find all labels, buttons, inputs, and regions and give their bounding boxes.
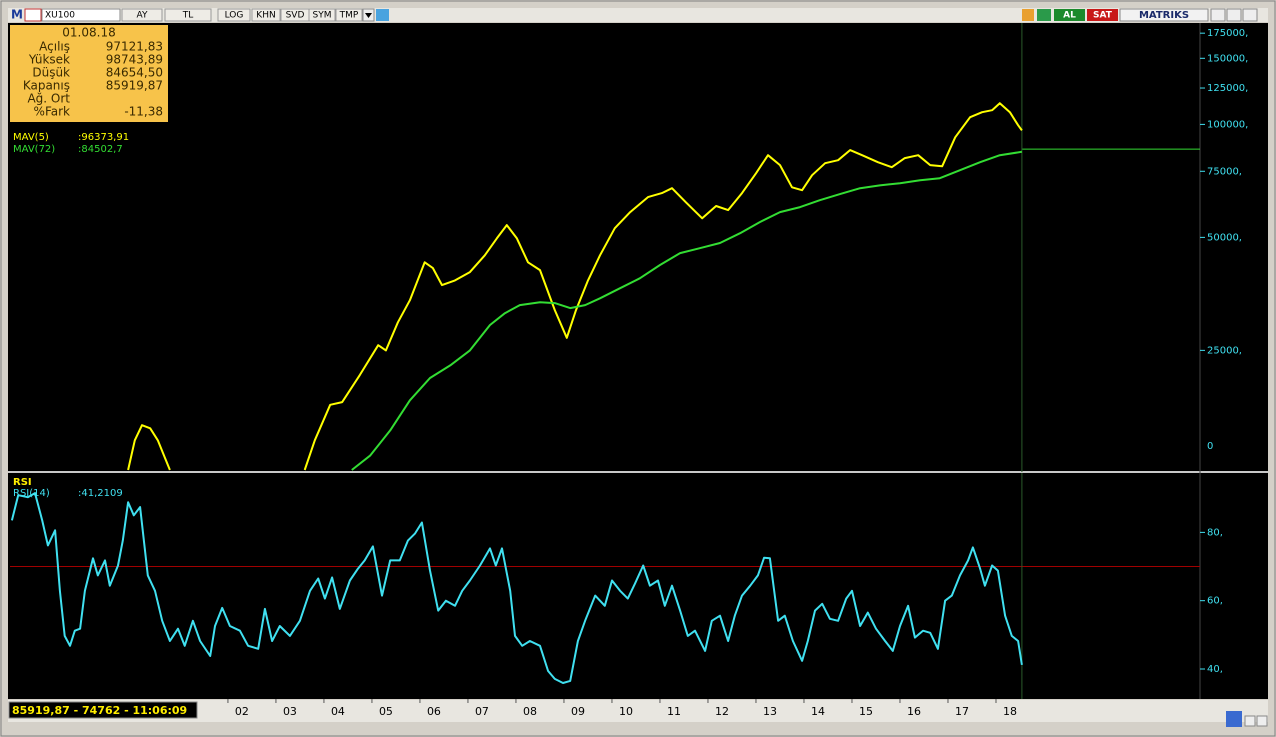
y-tick-label: 25000,	[1207, 345, 1242, 356]
toolbar-button-label: LOG	[225, 11, 244, 21]
x-tick-label: 05	[379, 705, 393, 718]
y-tick-label: 100000,	[1207, 119, 1248, 130]
x-tick-label: 04	[331, 705, 345, 718]
brand: MATRIKS	[1139, 10, 1189, 21]
legend-value: :84502,7	[78, 144, 123, 155]
x-tick-label: 09	[571, 705, 585, 718]
toolbar-button[interactable]	[217, 8, 251, 22]
x-tick-label: 15	[859, 705, 873, 718]
x-tick-label: 10	[619, 705, 633, 718]
x-tick-label: 14	[811, 705, 825, 718]
info-label: Kapanış	[23, 79, 70, 93]
y-tick-label: 125000,	[1207, 83, 1248, 94]
info-value: 98743,89	[106, 53, 163, 67]
x-tick-label: 11	[667, 705, 681, 718]
legend-name: MAV(72)	[13, 144, 55, 155]
scroll-right[interactable]	[1256, 715, 1268, 727]
chart-area	[8, 23, 1268, 699]
scroll-left[interactable]	[1244, 715, 1256, 727]
x-tick-label: 08	[523, 705, 537, 718]
trade-button[interactable]	[1087, 9, 1118, 21]
y-tick-label: 75000,	[1207, 166, 1242, 177]
legend-value: :41,2109	[78, 488, 123, 499]
flash-icon[interactable]	[1022, 9, 1034, 21]
close-button[interactable]	[1242, 8, 1258, 22]
x-tick-label: 18	[1003, 705, 1017, 718]
x-tick-label: 06	[427, 705, 441, 718]
legend-value: :96373,91	[78, 132, 129, 143]
refresh-icon[interactable]	[1037, 9, 1051, 21]
logo: M	[11, 8, 23, 22]
maximize-button[interactable]	[1226, 8, 1242, 22]
brand-box	[1119, 8, 1209, 22]
toolbar-button-label: KHN	[256, 11, 275, 21]
y-tick-label: 80,	[1207, 527, 1223, 538]
info-label: Düşük	[32, 66, 70, 80]
symbol-box[interactable]	[41, 8, 121, 22]
y-tick-label: 150000,	[1207, 53, 1248, 64]
y-tick-label: 50000,	[1207, 232, 1242, 243]
toolbar-button[interactable]	[308, 8, 336, 22]
y-tick-label: 175000,	[1207, 28, 1248, 39]
time-axis-bar	[8, 700, 1268, 722]
info-label: Açılış	[39, 40, 70, 54]
y-tick-label: 60,	[1207, 596, 1223, 607]
info-value: 84654,50	[106, 66, 163, 80]
legend-name: RSI(14)	[13, 488, 50, 499]
twitter-icon[interactable]	[376, 9, 389, 21]
series-line	[10, 492, 1023, 684]
trade-button-label: SAT	[1093, 11, 1113, 21]
toolbar-button-label: AY	[137, 11, 148, 21]
info-box	[10, 25, 168, 122]
minimize-button[interactable]	[1210, 8, 1226, 22]
toolbar-button[interactable]	[335, 8, 363, 22]
x-tick-label: 13	[763, 705, 777, 718]
toolbar-button-label: TL	[182, 11, 194, 21]
toolbar-button[interactable]	[121, 8, 163, 22]
toolbar-button-label: TMP	[339, 11, 359, 21]
x-tick-label: 16	[907, 705, 921, 718]
x-tick-label: 03	[283, 705, 297, 718]
trade-button[interactable]	[1054, 9, 1085, 21]
x-tick-label: 02	[235, 705, 249, 718]
symbol: XU100	[45, 11, 75, 21]
symbol-icon[interactable]	[24, 8, 42, 22]
info-label: Ağ. Ort	[27, 92, 70, 106]
series-line	[351, 150, 1023, 471]
toolbar-button[interactable]	[164, 8, 212, 22]
info-value: 85919,87	[106, 79, 163, 93]
trade-button-label: AL	[1063, 11, 1076, 21]
toolbar-button-label: SYM	[313, 11, 332, 21]
x-tick-label: 07	[475, 705, 489, 718]
dropdown-arrow	[365, 13, 372, 18]
x-tick-label: 12	[715, 705, 729, 718]
x-tick-label: 17	[955, 705, 969, 718]
sync-icon[interactable]	[1226, 711, 1242, 727]
toolbar-button-label: SVD	[286, 11, 305, 21]
toolbar-button[interactable]	[251, 8, 281, 22]
info-value: -11,38	[124, 105, 163, 119]
y-tick-label: 40,	[1207, 664, 1223, 675]
info-label: Yüksek	[28, 53, 70, 67]
info-value: 97121,83	[106, 40, 163, 54]
status-box	[8, 701, 198, 719]
series-line	[127, 102, 1023, 471]
panel-title: RSI	[13, 477, 32, 488]
status: 85919,87 - 74762 - 11:06:09	[12, 704, 187, 717]
info-label: %Fark	[34, 105, 70, 119]
legend-name: MAV(5)	[13, 132, 49, 143]
y-floor-label: 0	[1207, 441, 1213, 452]
info-date: 01.08.18	[62, 26, 115, 40]
